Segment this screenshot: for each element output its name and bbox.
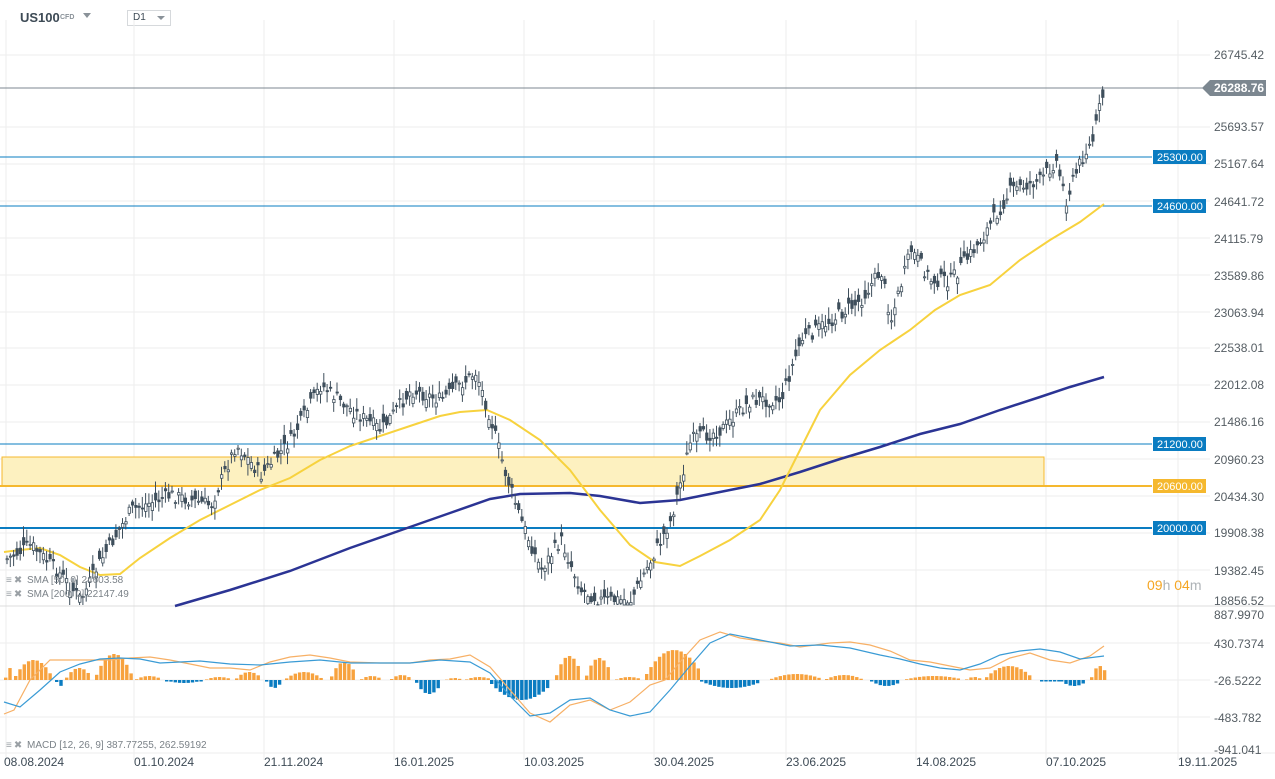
- timeframe-select[interactable]: D1: [127, 10, 171, 26]
- symbol-type: CFD: [60, 14, 75, 21]
- price-tick: 23063.94: [1214, 306, 1264, 320]
- date-tick: 08.08.2024: [4, 755, 64, 769]
- grid-horizontal: [0, 54, 1210, 718]
- timeframe-chevron-down-icon: [157, 16, 165, 20]
- sma200-legend: ≡ ✖ SMA [200, 0] 22147.49: [6, 589, 129, 600]
- macd-axis[interactable]: 887.9970 430.7374 -26.5222 -483.782 -941…: [1214, 608, 1264, 757]
- level-tag-label: 24600.00: [1157, 201, 1203, 213]
- candlesticks[interactable]: [5, 86, 1105, 606]
- sma50-legend: ≡ ✖ SMA [50, 0] 24603.58: [6, 575, 123, 586]
- symbol-dropdown-chevron-down-icon[interactable]: [83, 13, 91, 18]
- current-price-label: 26288.76: [1214, 81, 1264, 95]
- price-axis[interactable]: 26745.42 25693.57 25167.64 24641.72 2411…: [1214, 48, 1264, 608]
- macd-tick: -483.782: [1214, 711, 1262, 725]
- date-tick: 23.06.2025: [786, 755, 846, 769]
- macd-tick: 430.7374: [1214, 637, 1264, 651]
- top-toolbar: US100 CFD D1: [0, 0, 1275, 36]
- macd-legend: ≡ ✖ MACD [12, 26, 9] 387.77255, 262.59192: [6, 740, 207, 751]
- level-tag-label: 21200.00: [1157, 439, 1203, 451]
- date-tick: 07.10.2025: [1046, 755, 1106, 769]
- timeframe-value: D1: [133, 12, 146, 23]
- date-tick: 30.04.2025: [654, 755, 714, 769]
- close-icon[interactable]: ✖: [13, 740, 23, 751]
- level-tag-20600[interactable]: [1153, 479, 1206, 493]
- level-tag-21200[interactable]: [1153, 437, 1206, 451]
- price-tick: 25693.57: [1214, 120, 1264, 134]
- date-tick: 21.11.2024: [264, 755, 323, 769]
- close-icon[interactable]: ✖: [13, 589, 23, 600]
- macd-signal-line: [3, 631, 1105, 723]
- date-tick: 19.11.2025: [1178, 755, 1237, 769]
- macd-tick: -26.5222: [1214, 674, 1262, 688]
- price-tick: 20960.23: [1214, 453, 1264, 467]
- price-tick: 21486.16: [1214, 415, 1264, 429]
- price-tick: 26745.42: [1214, 48, 1264, 62]
- timer-minutes-unit: m: [1189, 577, 1202, 593]
- sma50-legend-text: SMA [50, 0] 24603.58: [27, 575, 124, 586]
- sma50-line: [3, 203, 1105, 577]
- macd-line: [3, 633, 1105, 717]
- level-tag-label: 20600.00: [1157, 481, 1203, 493]
- menu-icon[interactable]: ≡: [6, 575, 12, 586]
- macd-legend-text: MACD [12, 26, 9] 387.77255, 262.59192: [27, 740, 207, 751]
- date-tick: 01.10.2024: [134, 755, 194, 769]
- price-tick: 19382.45: [1214, 564, 1264, 578]
- menu-icon[interactable]: ≡: [6, 740, 12, 751]
- price-tick: 18856.52: [1214, 594, 1264, 608]
- symbol-name[interactable]: US100: [20, 10, 60, 25]
- level-tag-label: 25300.00: [1157, 152, 1203, 164]
- support-zone[interactable]: [1, 456, 1045, 487]
- macd-tick: 887.9970: [1214, 608, 1264, 622]
- date-tick: 16.01.2025: [394, 755, 454, 769]
- price-tick: 22012.08: [1214, 378, 1264, 392]
- timer-minutes: 04: [1174, 577, 1190, 593]
- menu-icon[interactable]: ≡: [6, 589, 12, 600]
- level-tag-24600[interactable]: [1153, 199, 1206, 213]
- timer-hours-unit: h: [1162, 577, 1171, 593]
- level-tag-label: 20000.00: [1157, 523, 1203, 535]
- macd-histogram: [4, 650, 1107, 700]
- sma200-line: [174, 375, 1105, 608]
- timer-hours: 09: [1147, 577, 1163, 593]
- price-tick: 24641.72: [1214, 195, 1264, 209]
- candle-countdown: 09h 04m: [1147, 577, 1202, 593]
- price-tick: 22538.01: [1214, 341, 1264, 355]
- grid-vertical: [5, 20, 1179, 760]
- price-tick: 23589.86: [1214, 269, 1264, 283]
- price-tick: 19908.38: [1214, 526, 1264, 540]
- sma200-legend-text: SMA [200, 0] 22147.49: [27, 589, 129, 600]
- close-icon[interactable]: ✖: [13, 575, 23, 586]
- date-axis[interactable]: 08.08.2024 01.10.2024 21.11.2024 16.01.2…: [4, 755, 1237, 769]
- date-tick: 14.08.2025: [916, 755, 976, 769]
- price-tick: 24115.79: [1214, 232, 1263, 246]
- price-tick: 20434.30: [1214, 490, 1264, 504]
- level-tag-25300[interactable]: [1153, 150, 1206, 164]
- current-price-tag: [1202, 80, 1266, 96]
- macd-tick: -941.041: [1214, 743, 1262, 757]
- level-tag-20000[interactable]: [1153, 521, 1206, 535]
- price-tick: 25167.64: [1214, 157, 1264, 171]
- date-tick: 10.03.2025: [524, 755, 584, 769]
